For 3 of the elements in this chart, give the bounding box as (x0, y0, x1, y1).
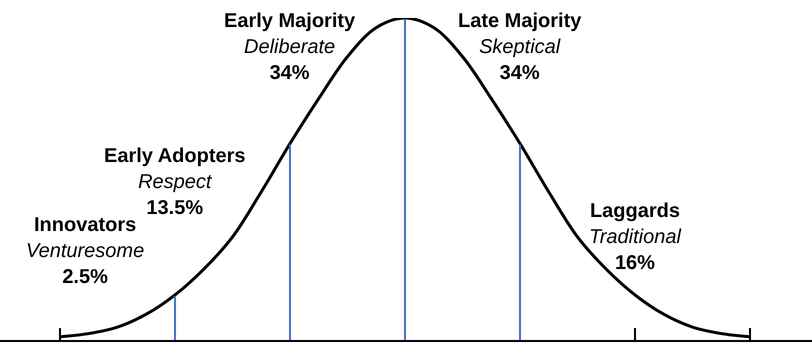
annotation: Laggards Traditional 16% (589, 200, 682, 274)
annotation: Late Majority Skeptical 34% (458, 10, 582, 84)
annotation: Early Majority Deliberate 34% (224, 10, 356, 84)
